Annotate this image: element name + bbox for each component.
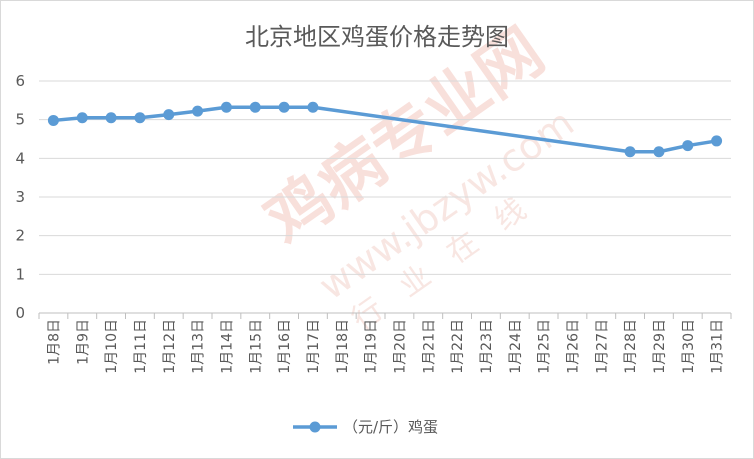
data-point <box>278 101 290 113</box>
y-tick-label: 2 <box>15 227 25 245</box>
y-tick-label: 3 <box>15 188 25 206</box>
x-tick-label: 1月18日 <box>335 319 351 374</box>
x-tick-label: 1月8日 <box>46 319 62 365</box>
x-tick-label: 1月16日 <box>277 319 293 374</box>
data-point <box>307 101 319 113</box>
x-tick-label: 1月28日 <box>623 319 639 374</box>
x-axis: 1月8日 1月9日 1月10日 1月11日 1月12日 1月13日 1月14日 1月15日 1月… <box>38 313 732 374</box>
x-tick-label: 1月24日 <box>508 319 524 374</box>
data-point <box>653 146 665 158</box>
chart-title: 北京地区鸡蛋价格走势图 <box>245 23 509 51</box>
data-point <box>105 112 117 124</box>
x-tick-label: 1月31日 <box>710 319 726 374</box>
x-tick-label: 1月26日 <box>565 319 581 374</box>
data-point <box>624 146 636 158</box>
data-point <box>682 140 694 152</box>
data-point <box>47 114 59 126</box>
x-tick-label: 1月30日 <box>681 319 697 374</box>
x-tick-label: 1月23日 <box>479 319 495 374</box>
watermark: 鸡病专业网 www.jbzyw.com 行业在线 <box>253 15 582 338</box>
legend: （元/斤）鸡蛋 <box>293 418 438 436</box>
y-tick-label: 4 <box>15 149 25 167</box>
x-tick-label: 1月13日 <box>191 319 207 374</box>
data-point <box>711 135 723 147</box>
y-tick-label: 6 <box>15 72 25 90</box>
y-tick-label: 5 <box>15 111 25 129</box>
y-tick-label: 1 <box>15 265 25 283</box>
x-tick-label: 1月22日 <box>450 319 466 374</box>
series-layer <box>47 101 723 158</box>
x-tick-label: 1月19日 <box>364 319 380 374</box>
y-axis: 0 1 2 3 4 5 6 <box>15 72 25 322</box>
data-point <box>163 109 175 121</box>
x-tick-label: 1月9日 <box>75 319 91 365</box>
x-tick-label: 1月10日 <box>104 319 120 374</box>
x-tick-label: 1月20日 <box>392 319 408 374</box>
legend-label: （元/斤）鸡蛋 <box>343 418 438 436</box>
data-point <box>76 112 88 124</box>
x-tick-label: 1月17日 <box>306 319 322 374</box>
x-tick-label: 1月27日 <box>594 319 610 374</box>
x-tick-label: 1月29日 <box>652 319 668 374</box>
x-tick-label: 1月25日 <box>537 319 553 374</box>
y-tick-label: 0 <box>15 304 25 322</box>
x-tick-label: 1月21日 <box>421 319 437 374</box>
legend-marker <box>309 421 321 433</box>
x-tick-label: 1月14日 <box>219 319 235 374</box>
data-point <box>192 105 204 117</box>
data-point <box>220 101 232 113</box>
x-tick-label: 1月15日 <box>248 319 264 374</box>
x-tick-label: 1月12日 <box>162 319 178 374</box>
data-point <box>134 112 146 124</box>
x-tick-label: 1月11日 <box>133 319 149 374</box>
data-point <box>249 101 261 113</box>
